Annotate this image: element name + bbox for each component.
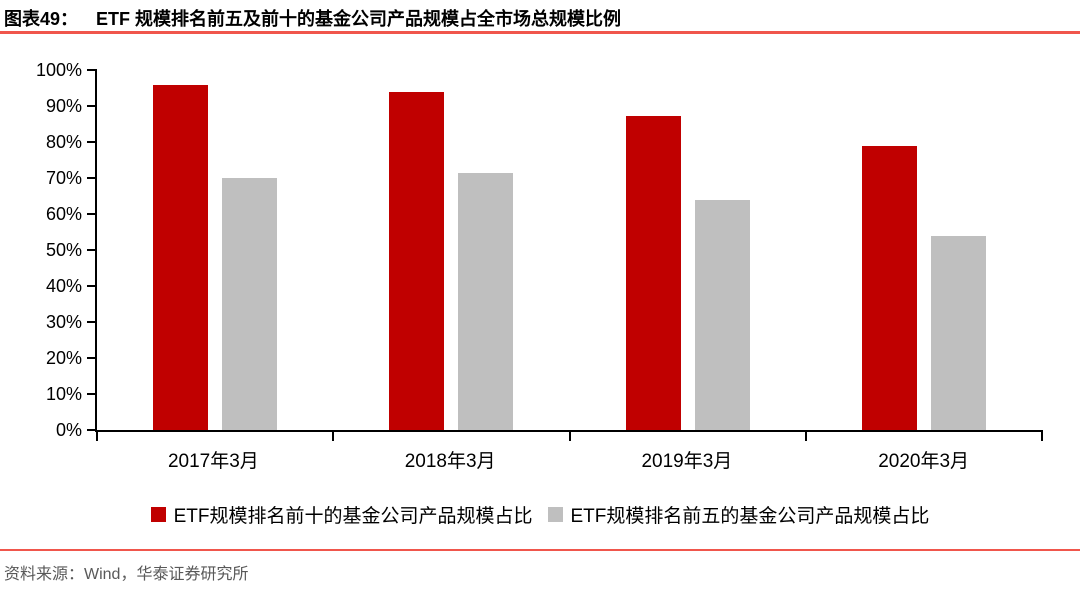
y-axis-tick-label: 80% — [45, 132, 82, 152]
x-axis-tick — [804, 430, 807, 441]
bar-series1-2018年3月 — [458, 172, 514, 430]
bar-group-2020年3月 — [806, 70, 1042, 430]
bar-series0-2020年3月 — [861, 145, 917, 430]
figure-title: ETF 规模排名前五及前十的基金公司产品规模占全市场总规模比例 — [96, 9, 622, 29]
y-axis-tick-label: 30% — [45, 312, 82, 332]
x-axis-label: 2019年3月 — [641, 451, 733, 472]
x-axis-label: 2020年3月 — [878, 451, 970, 472]
bar-series1-2017年3月 — [222, 178, 278, 430]
bar-group-2017年3月 — [97, 70, 333, 430]
legend-swatch-top5 — [547, 507, 563, 522]
y-axis-tick — [87, 285, 97, 287]
y-axis-tick-label: 40% — [45, 276, 82, 296]
y-axis-tick — [87, 105, 97, 107]
x-axis-label: 2017年3月 — [167, 451, 259, 472]
legend-item-top5: ETF规模排名前五的基金公司产品规模占比 — [547, 501, 930, 528]
bar-series0-2017年3月 — [153, 85, 209, 430]
y-axis-tick — [87, 393, 97, 395]
y-axis-tick-label: 90% — [45, 96, 82, 116]
bar-chart-plot-area: 100% 90% 80% 70% 60% 50% 40% 30% 20% 10% 0% — [36, 61, 1043, 441]
figure-header: 图表49： ETF 规模排名前五及前十的基金公司产品规模占全市场总规模比例 — [4, 5, 1076, 31]
y-axis-tick-label: 20% — [45, 348, 82, 368]
y-axis-tick-label: 50% — [45, 240, 82, 260]
y-axis-tick — [87, 177, 97, 179]
y-axis-tick — [87, 213, 97, 215]
legend-item-top10: ETF规模排名前十的基金公司产品规模占比 — [150, 501, 533, 528]
y-axis-tick — [87, 321, 97, 323]
y-axis-tick-label: 60% — [45, 204, 82, 224]
header-divider-line — [0, 31, 1080, 34]
chart-legend: ETF规模排名前十的基金公司产品规模占比 ETF规模排名前五的基金公司产品规模占… — [0, 501, 1080, 528]
y-axis-tick-label: 70% — [45, 168, 82, 188]
legend-label-top5: ETF规模排名前五的基金公司产品规模占比 — [570, 506, 930, 527]
y-axis-tick-label: 100% — [35, 60, 82, 80]
y-axis-tick-label: 10% — [45, 384, 82, 404]
legend-swatch-top10 — [150, 507, 166, 522]
x-axis-tick — [1041, 430, 1043, 441]
y-axis-tick-label: 0% — [55, 420, 82, 440]
y-axis-tick — [87, 429, 97, 431]
footer-divider-line — [0, 549, 1080, 551]
x-axis-tick — [568, 430, 571, 441]
bar-series0-2019年3月 — [625, 116, 681, 430]
y-axis-tick — [87, 69, 97, 71]
figure-label: 图表49： — [4, 9, 79, 29]
source-note: 资料来源：Wind，华泰证券研究所 — [4, 566, 249, 583]
x-axis-tick — [332, 430, 335, 441]
bar-series0-2018年3月 — [389, 92, 445, 430]
x-axis-labels: 2017年3月 2018年3月 2019年3月 2020年3月 — [95, 446, 1042, 473]
legend-label-top10: ETF规模排名前十的基金公司产品规模占比 — [173, 506, 533, 527]
x-axis-tick — [96, 430, 98, 441]
y-axis-tick — [87, 357, 97, 359]
bar-groups — [97, 70, 1042, 430]
y-axis-tick — [87, 249, 97, 251]
y-axis-tick — [87, 141, 97, 143]
bar-series1-2020年3月 — [930, 235, 986, 430]
bar-group-2019年3月 — [570, 70, 806, 430]
bar-group-2018年3月 — [333, 70, 569, 430]
bar-series1-2019年3月 — [694, 200, 750, 430]
x-axis-label: 2018年3月 — [404, 451, 496, 472]
